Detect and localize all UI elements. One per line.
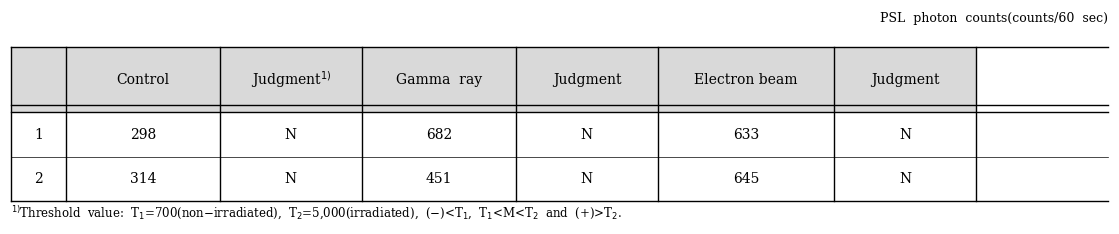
Text: 314: 314: [130, 172, 156, 186]
Text: Control: Control: [116, 73, 169, 87]
Text: 2: 2: [35, 172, 43, 186]
Bar: [363, 47, 516, 112]
Text: 1: 1: [35, 128, 43, 142]
Text: Judgment: Judgment: [871, 73, 939, 87]
Text: PSL  photon  counts(counts/60  sec): PSL photon counts(counts/60 sec): [880, 12, 1108, 25]
Text: 682: 682: [425, 128, 452, 142]
Text: N: N: [899, 128, 911, 142]
Bar: [11, 47, 66, 112]
Text: N: N: [899, 172, 911, 186]
Text: $^{1)}$Threshold  value:  T$_1$=700(non$-$irradiated),  T$_2$=5,000(irradiated),: $^{1)}$Threshold value: T$_1$=700(non$-$…: [11, 205, 622, 222]
Text: N: N: [284, 128, 297, 142]
Text: 298: 298: [130, 128, 156, 142]
Bar: [66, 47, 219, 112]
Text: Judgment$^{1)}$: Judgment$^{1)}$: [251, 69, 331, 90]
Text: N: N: [284, 172, 297, 186]
Bar: [219, 47, 363, 112]
Text: 451: 451: [425, 172, 452, 186]
Text: 633: 633: [733, 128, 759, 142]
Text: Electron beam: Electron beam: [694, 73, 798, 87]
Text: N: N: [581, 128, 593, 142]
Bar: [658, 47, 834, 112]
Text: 645: 645: [733, 172, 759, 186]
Bar: [516, 47, 658, 112]
Text: Judgment: Judgment: [553, 73, 621, 87]
Bar: [834, 47, 976, 112]
Text: Gamma  ray: Gamma ray: [396, 73, 482, 87]
Text: N: N: [581, 172, 593, 186]
